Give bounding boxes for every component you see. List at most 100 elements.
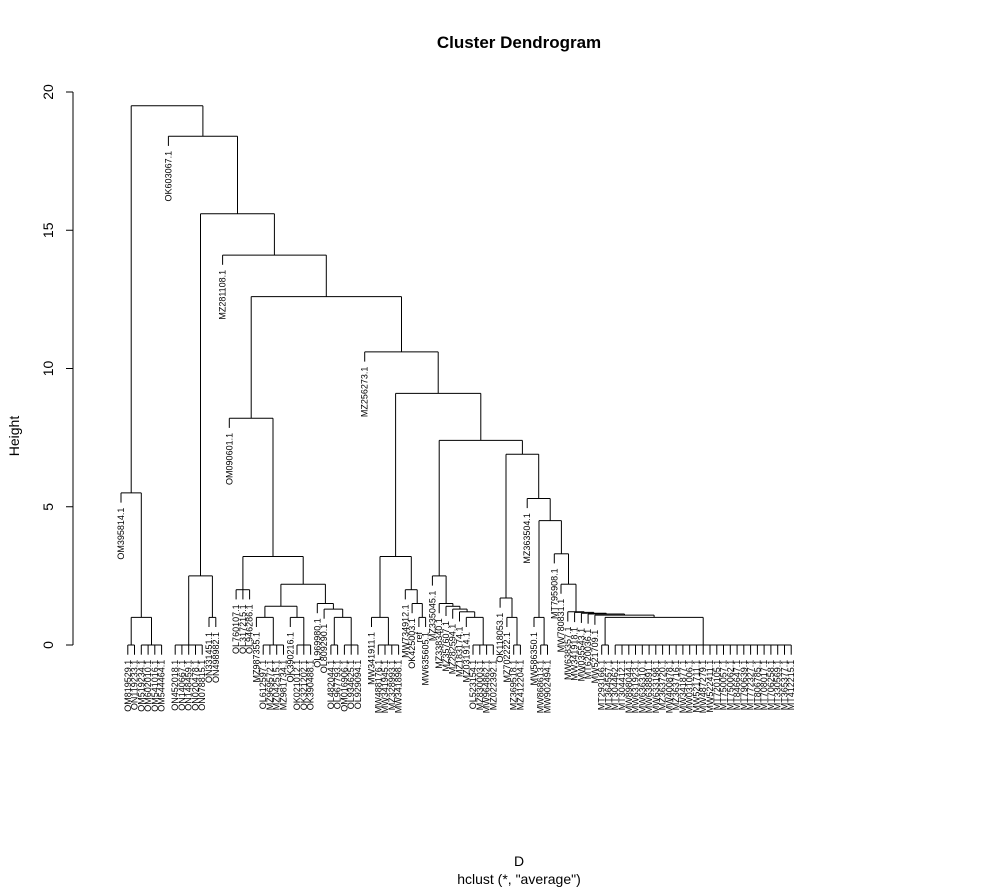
leaf-label: MW780831.1 bbox=[556, 599, 566, 653]
leaf-label: MZ282594.1 bbox=[448, 624, 458, 675]
y-tick-label: 10 bbox=[40, 361, 56, 377]
leaf-label: OM541016.1 bbox=[150, 660, 160, 712]
leaf-label: OL482044.1 bbox=[326, 660, 336, 710]
leaf-label: OL317215.1 bbox=[238, 604, 248, 654]
leaf-label: MT750062.1 bbox=[725, 660, 735, 711]
leaf-label: OL934625.1 bbox=[346, 660, 356, 710]
leaf-label: OL969980.1 bbox=[312, 618, 322, 668]
leaf-label: MZ183174.1 bbox=[455, 627, 465, 678]
leaf-label: ON140667.1 bbox=[177, 660, 187, 711]
leaf-label: MT304462.1 bbox=[610, 660, 620, 711]
leaf-label: OM544464.1 bbox=[157, 660, 167, 712]
leaf-label: MT772327.1 bbox=[746, 660, 756, 711]
leaf-label: MT750057.1 bbox=[719, 660, 729, 711]
leaf-label: OK118053.1 bbox=[495, 613, 505, 663]
leaf-label: MW521711.1 bbox=[691, 660, 701, 713]
leaf-label: MZ969572.1 bbox=[265, 660, 275, 711]
leaf-label: MW734912.1 bbox=[400, 604, 410, 658]
leaf-label: MW902494.1 bbox=[543, 660, 553, 714]
leaf-label: MZ338340.1 bbox=[434, 618, 444, 669]
leaf-label: OM519234.1 bbox=[136, 660, 146, 712]
leaf-label: MT720105.1 bbox=[712, 660, 722, 711]
leaf-label: MZ363504.1 bbox=[522, 513, 532, 564]
leaf-label: MW636310.1 bbox=[637, 660, 647, 714]
leaf-label: OK603067.1 bbox=[163, 151, 173, 202]
leaf-label: MT293166.1 bbox=[597, 660, 607, 711]
leaf-label: OM090601.1 bbox=[224, 433, 234, 485]
leaf-label: MW638357.1 bbox=[563, 627, 573, 681]
leaf-label: MT364557.1 bbox=[603, 660, 613, 711]
leaf-label: MW341918.1 bbox=[570, 627, 580, 681]
leaf-label: MZ031914.1 bbox=[461, 632, 471, 683]
leaf-label: OL760107.1 bbox=[231, 604, 241, 654]
leaf-label: MZ987355.1 bbox=[251, 632, 261, 683]
leaf-label: MT365377.1 bbox=[780, 660, 790, 711]
leaf-label: MW522411.1 bbox=[705, 660, 715, 713]
leaf-label: OL523154.1 bbox=[468, 660, 478, 710]
leaf-label: OM016906.1 bbox=[339, 660, 349, 712]
leaf-label: MW487279.1 bbox=[698, 660, 708, 714]
chart-title: Cluster Dendrogram bbox=[437, 33, 601, 52]
leaf-label: MT806785.1 bbox=[752, 660, 762, 711]
leaf-label: MW631923.1 bbox=[631, 660, 641, 714]
leaf-label: MZ357607.1 bbox=[441, 621, 451, 672]
leaf-label: MZ022392.1 bbox=[488, 660, 498, 711]
leaf-label: OL929094.1 bbox=[353, 660, 363, 710]
leaf-label: MZ363720.1 bbox=[658, 660, 668, 711]
leaf-label: ON078815.1 bbox=[197, 660, 207, 711]
leaf-label: MW633198.1 bbox=[651, 660, 661, 714]
y-tick-label: 5 bbox=[40, 503, 56, 511]
leaf-label: MZ335045.1 bbox=[427, 591, 437, 642]
leaf-label: MT795908.1 bbox=[549, 568, 559, 619]
leaf-label: OM819529.1 bbox=[123, 660, 133, 712]
y-tick-label: 0 bbox=[40, 641, 56, 649]
leaf-label: OK390488.1 bbox=[306, 660, 316, 711]
x-axis-label: D bbox=[514, 853, 524, 869]
leaf-label: MT706258.1 bbox=[766, 660, 776, 711]
leaf-label: OK425003.1 bbox=[407, 618, 417, 669]
leaf-label: MW586350.1 bbox=[529, 632, 539, 686]
leaf-label: MT304412.1 bbox=[617, 660, 627, 711]
leaf-label: MZ328993.1 bbox=[387, 660, 397, 711]
leaf-label: MZ830003.1 bbox=[475, 660, 485, 711]
leaf-label: ON331451.1 bbox=[204, 632, 214, 683]
leaf-label: MT846647.1 bbox=[732, 660, 742, 711]
leaf-label: ON119233.1 bbox=[130, 660, 140, 710]
leaf-label: MW638891.1 bbox=[644, 660, 654, 714]
leaf-label: MT412215.1 bbox=[786, 660, 796, 711]
leaf-label: MW341898.1 bbox=[394, 660, 404, 714]
leaf-label: MZ363716.1 bbox=[671, 660, 681, 711]
leaf-label: MW341945.1 bbox=[380, 660, 390, 714]
leaf-label: MT708017.1 bbox=[759, 660, 769, 711]
leaf-label: ON452018.1 bbox=[170, 660, 180, 711]
leaf-labels: OM395814.1 OM819529.1ON119233.1OM519234.1… bbox=[116, 151, 796, 713]
leaf-label: MT330569.1 bbox=[773, 660, 783, 711]
leaf-label: OL946286.1 bbox=[245, 604, 255, 654]
leaf-label: MW964862.1 bbox=[482, 660, 492, 714]
leaf-label: OK321202.1 bbox=[299, 660, 309, 711]
leaf-label: OM395814.1 bbox=[116, 508, 126, 560]
leaf-label: MZ281108.1 bbox=[218, 270, 228, 320]
y-axis: 0 5 10 15 20 bbox=[40, 84, 74, 649]
leaf-label: OL612597.1 bbox=[258, 660, 268, 710]
leaf-label: ref bbox=[414, 632, 424, 643]
leaf-label: MW341877.1 bbox=[678, 660, 688, 714]
y-axis-label: Height bbox=[6, 416, 22, 457]
leaf-label: MZ981734.1 bbox=[279, 660, 289, 711]
leaf-label: MZ412204.1 bbox=[515, 660, 525, 711]
leaf-label: OM602010.1 bbox=[143, 660, 153, 712]
leaf-label: ON498982.1 bbox=[211, 632, 221, 683]
leaf-label: OL967793.1 bbox=[333, 660, 343, 710]
leaf-label: MW635605.1 bbox=[421, 632, 431, 686]
leaf-label: MW400878.1 bbox=[664, 660, 674, 714]
leaf-label: MT790639.1 bbox=[739, 660, 749, 711]
leaf-label: MW868613.1 bbox=[536, 660, 546, 714]
leaf-label: OK021012.1 bbox=[292, 660, 302, 711]
dendrogram-tree bbox=[120, 105, 792, 655]
y-tick-label: 15 bbox=[40, 222, 56, 238]
leaf-label: MZ042515.1 bbox=[272, 660, 282, 711]
leaf-label: MW341911.1 bbox=[367, 632, 377, 685]
leaf-label: MZ256273.1 bbox=[360, 367, 370, 418]
chart-subtitle: hclust (*, "average") bbox=[457, 871, 581, 887]
